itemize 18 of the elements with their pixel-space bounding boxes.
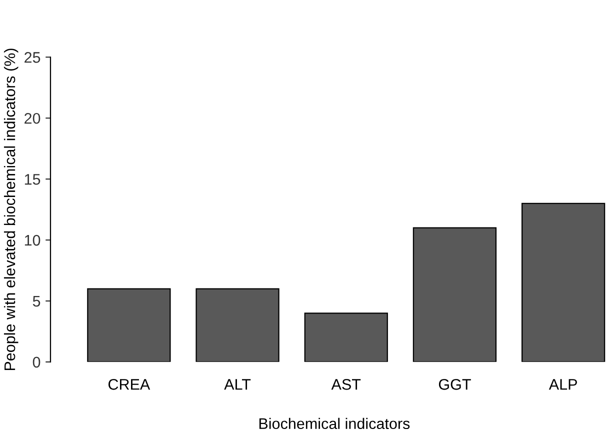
x-tick-label: ALP bbox=[548, 379, 577, 390]
bar bbox=[304, 312, 388, 362]
x-tick-label: AST bbox=[331, 379, 361, 390]
bar bbox=[412, 227, 497, 362]
bar bbox=[522, 202, 606, 362]
y-tick-label: 15 bbox=[24, 174, 40, 185]
y-tick-label: 10 bbox=[24, 234, 40, 246]
bar bbox=[87, 288, 171, 362]
y-tick-label: 5 bbox=[32, 296, 40, 307]
bar bbox=[196, 288, 280, 362]
x-axis-title: Biochemical indicators bbox=[259, 418, 410, 430]
y-tick-label: 0 bbox=[32, 356, 40, 368]
y-tick-label: 20 bbox=[24, 112, 40, 124]
y-tick-label: 25 bbox=[24, 52, 40, 63]
x-tick-label: GGT bbox=[438, 379, 471, 390]
x-tick-label: ALT bbox=[224, 379, 251, 390]
y-axis-title: People with elevated biochemical indicators (%) bbox=[4, 48, 18, 370]
x-tick-label: CREA bbox=[108, 379, 150, 390]
